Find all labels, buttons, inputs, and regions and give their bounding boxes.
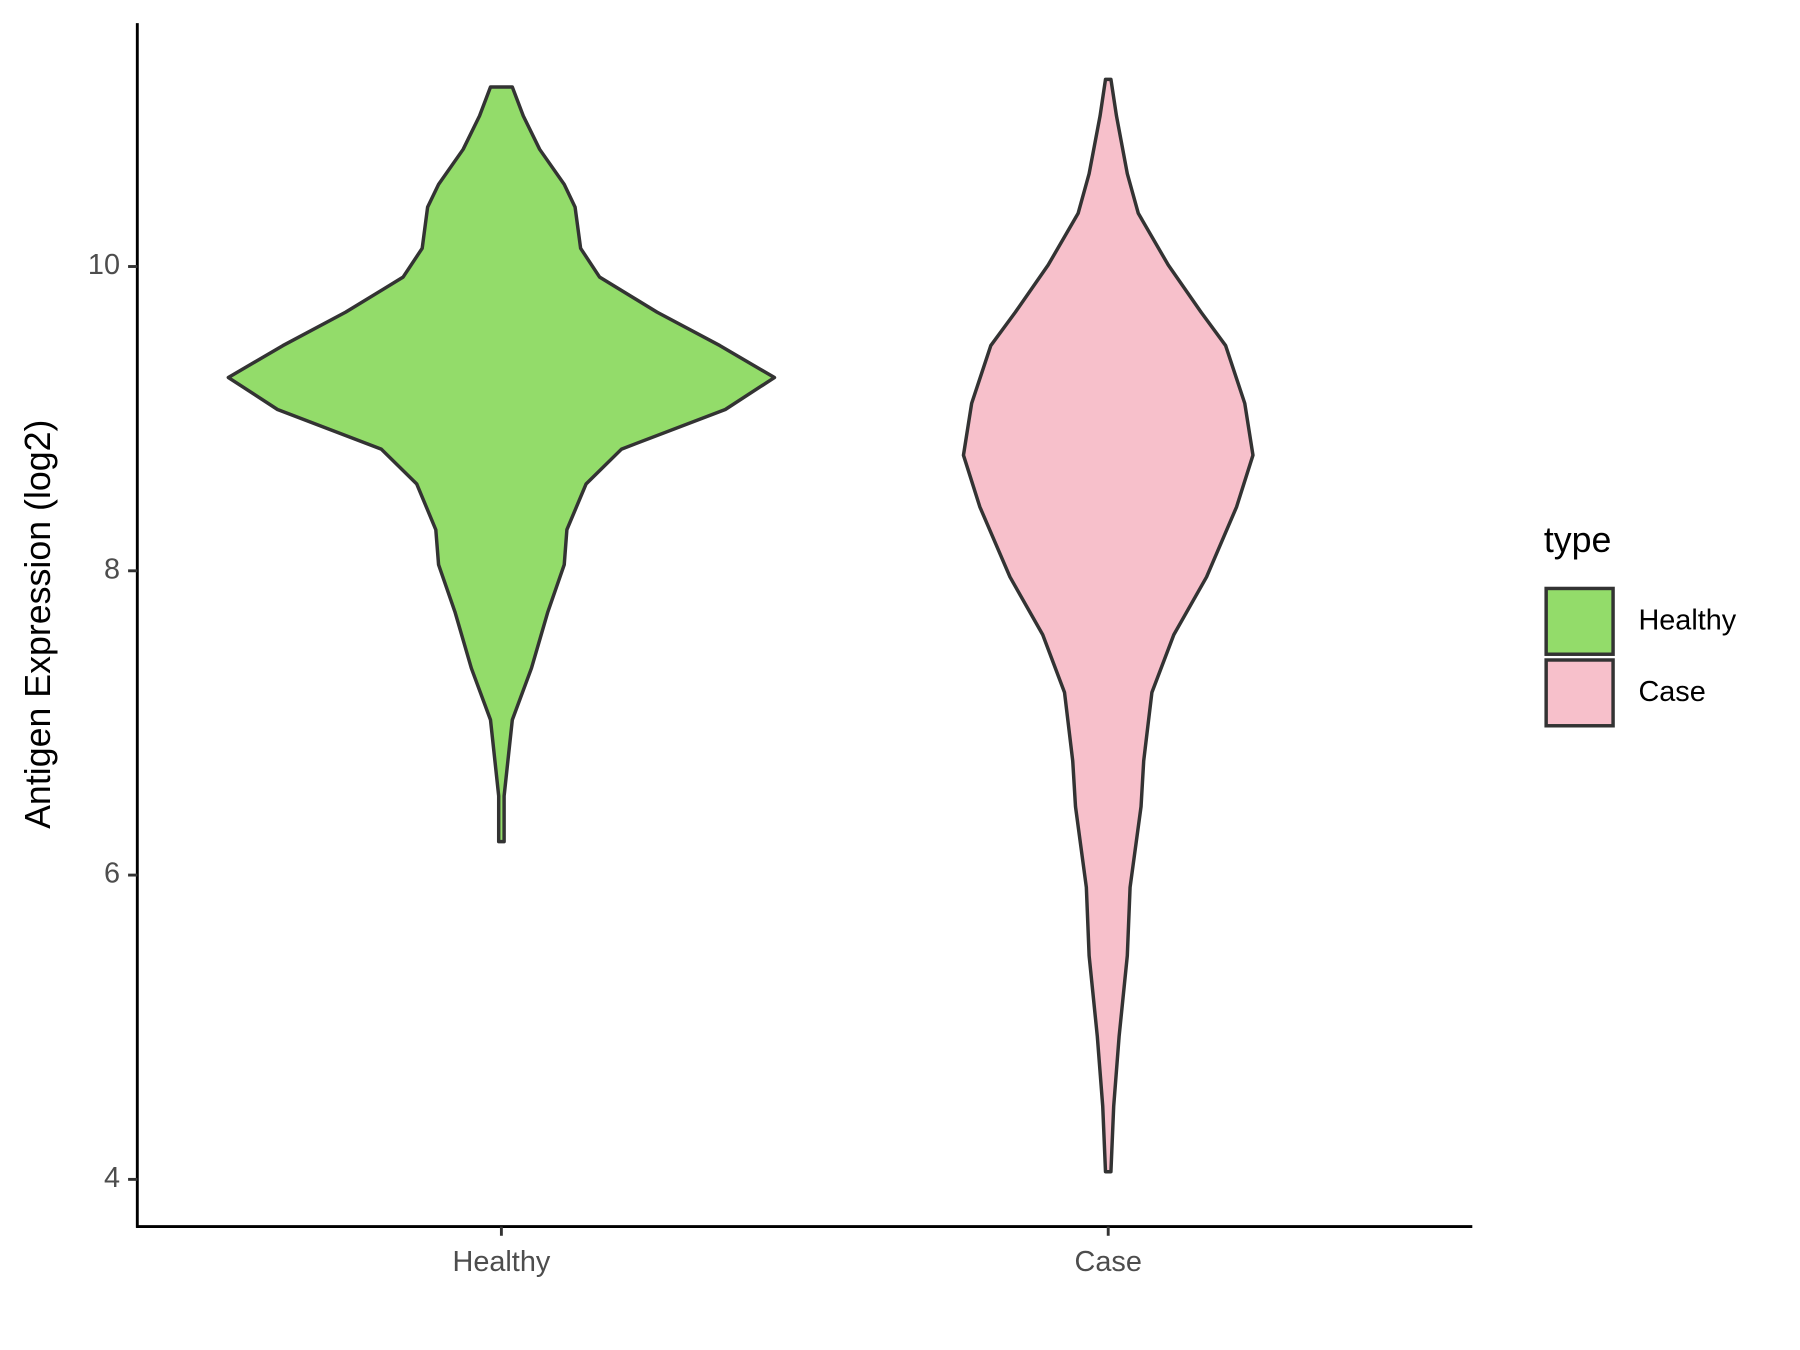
- violin: [226, 85, 777, 844]
- y-axis-title: Antigen Expression (log2): [18, 420, 58, 829]
- violin: [961, 77, 1255, 1174]
- legend-key: [1544, 586, 1615, 656]
- y-tick-label: 10: [88, 249, 120, 281]
- y-tick-label: 8: [104, 553, 120, 585]
- x-tick-label: Case: [1075, 1246, 1142, 1278]
- legend-label: Healthy: [1638, 605, 1736, 637]
- legend-title: type: [1544, 520, 1612, 560]
- x-tick-label: Healthy: [453, 1246, 551, 1278]
- y-tick-label: 4: [104, 1162, 120, 1194]
- y-tick-label: 6: [104, 858, 120, 890]
- legend-label: Case: [1638, 676, 1705, 708]
- legend-key: [1544, 658, 1615, 728]
